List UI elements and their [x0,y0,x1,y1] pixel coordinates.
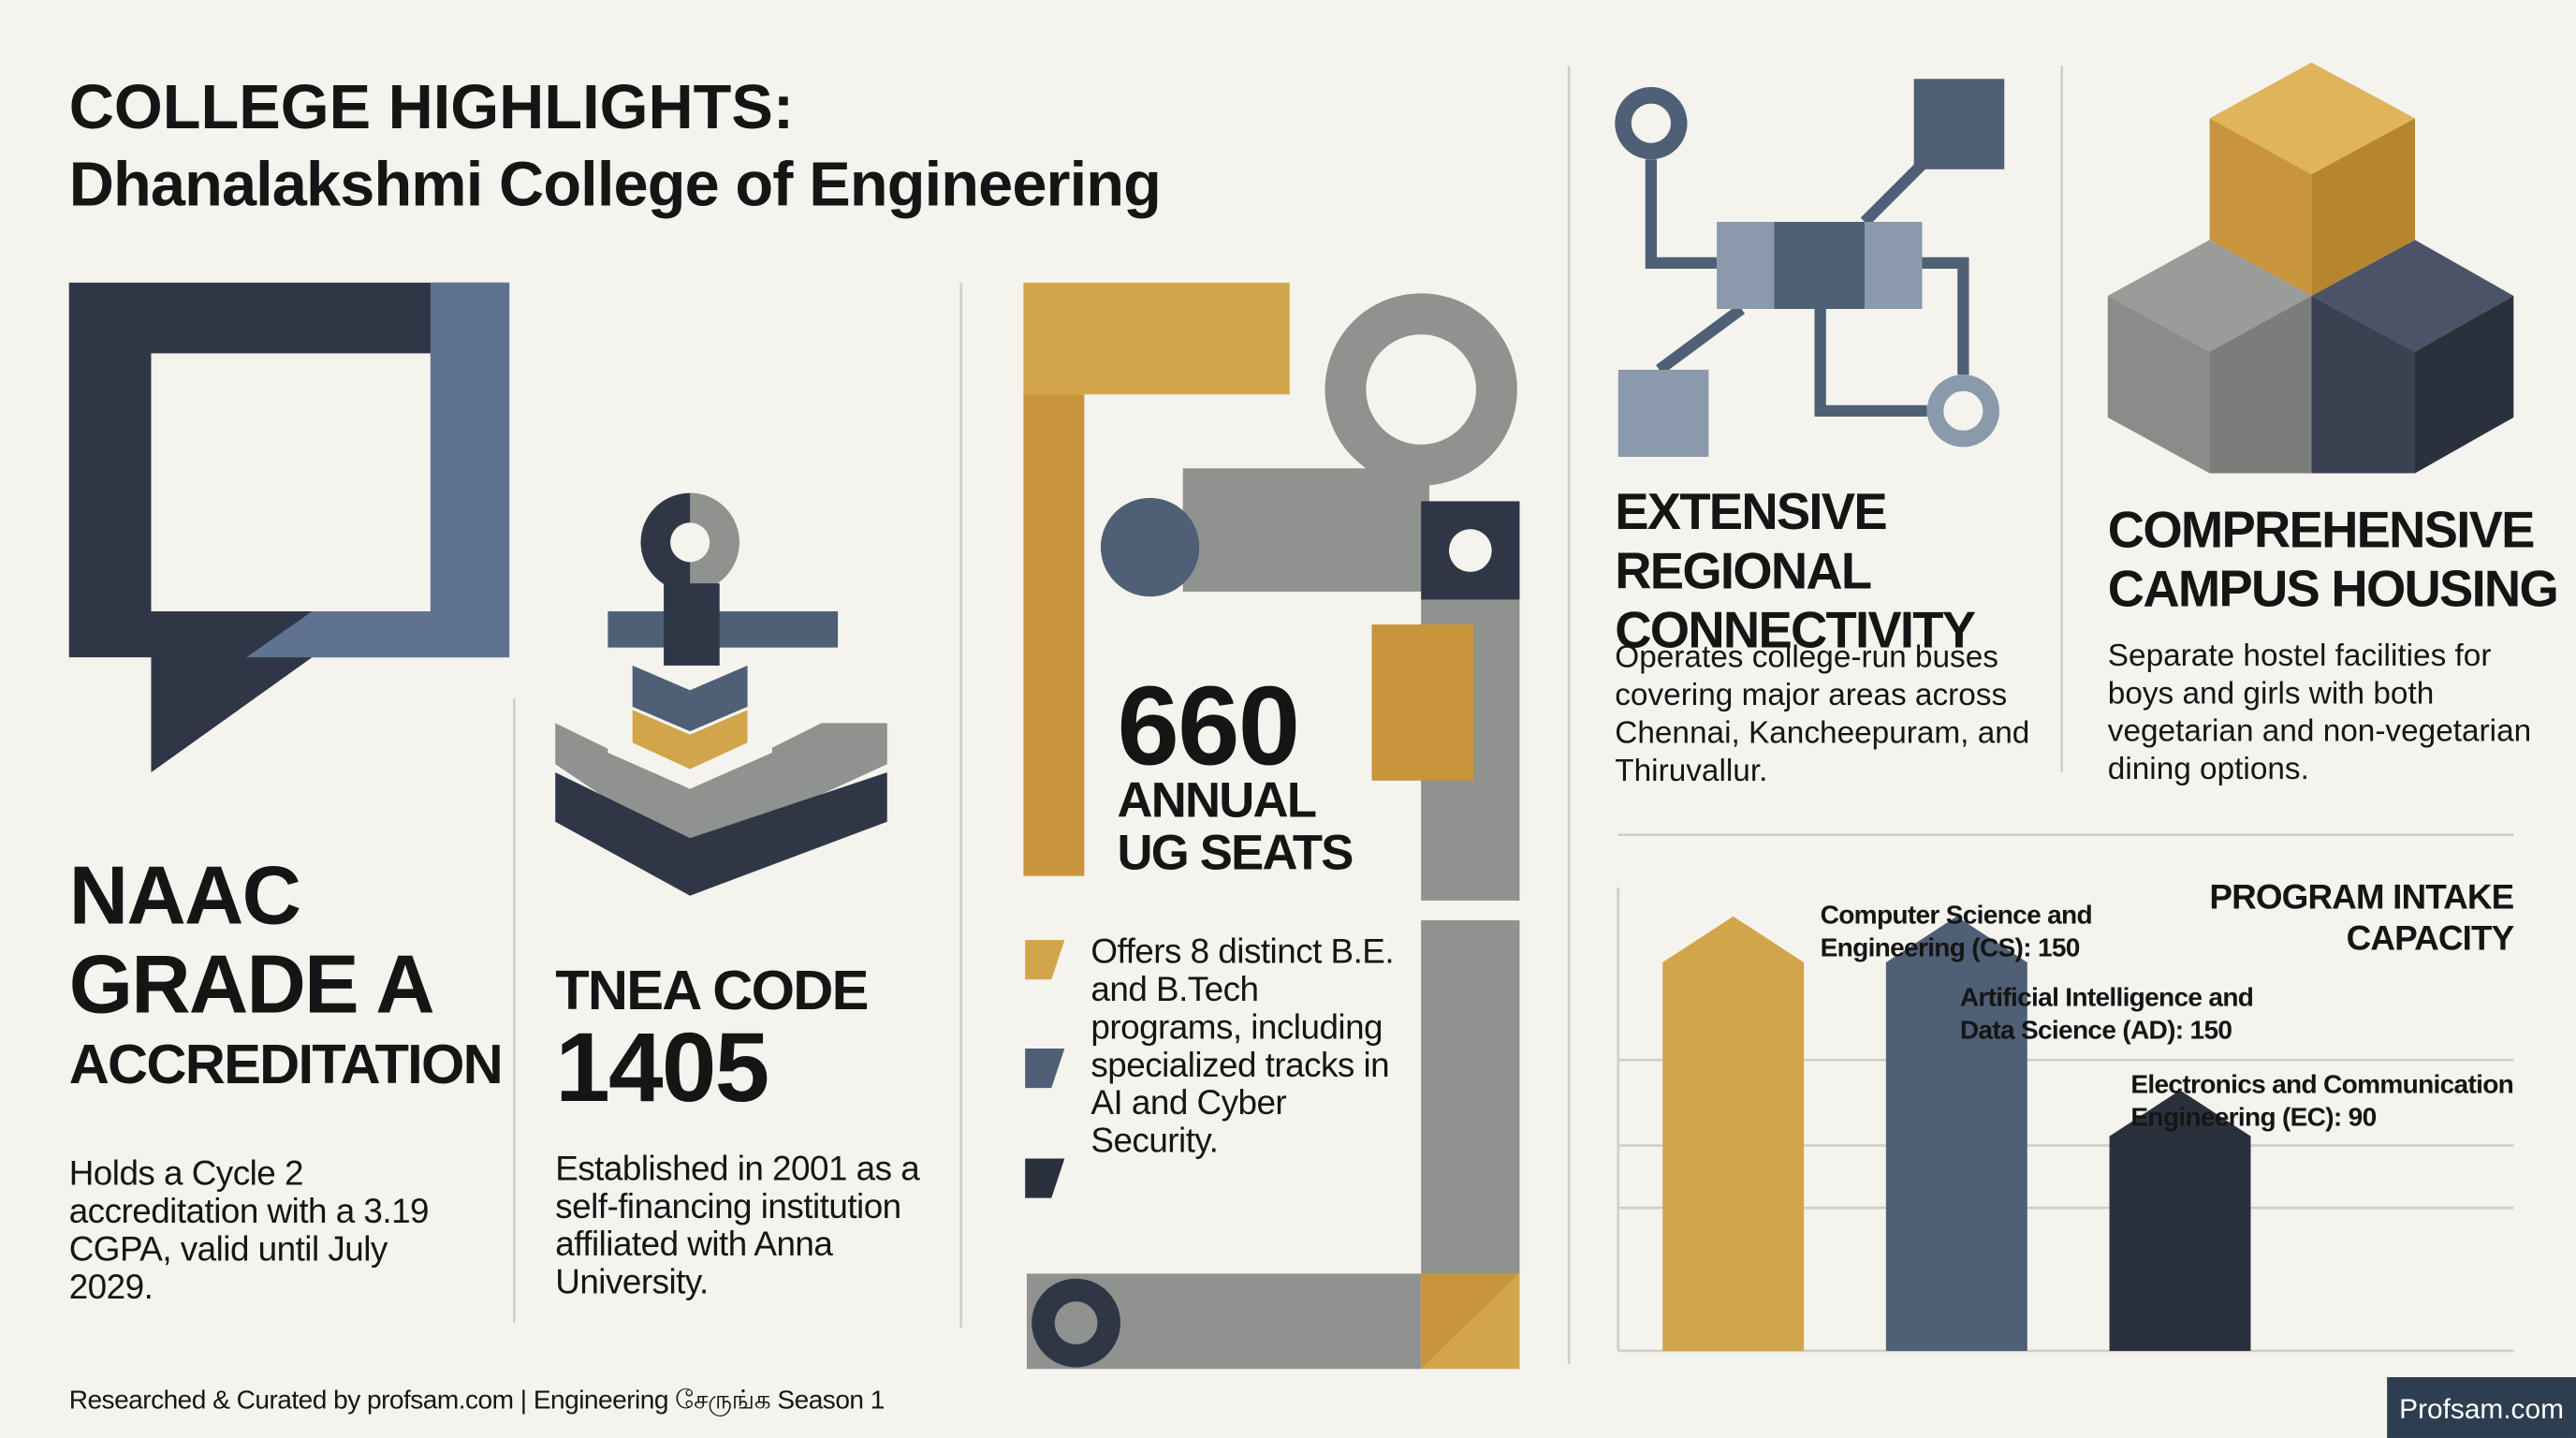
naac-heading-line: NAAC [68,849,301,942]
seats-value: 660 [1117,664,1300,789]
housing-title-line: COMPREHENSIVE [2107,501,2536,559]
tnea-text: Established in 2001 as a self-financing … [555,1150,920,1302]
bar-label: Computer Science and Engineering (CS): 1… [1820,902,2093,963]
naac-text: Holds a Cycle 2 accreditation with a 3.1… [68,1155,430,1307]
bar-label: Electronics and Communication Engineerin… [2130,1071,2514,1133]
naac-heading-line: GRADE A [68,938,435,1031]
connectivity-title-line: CONNECTIVITY [1615,601,1976,659]
bars [1662,916,2251,1351]
housing-title-line: CAMPUS HOUSING [2107,560,2559,619]
bar [1885,916,2027,1351]
chart-title: PROGRAM INTAKE CAPACITY [2209,879,2514,959]
connectivity-title-line: REGIONAL [1615,542,1872,600]
subtitle: Dhanalakshmi College of Engineering [68,151,1162,221]
bar [1662,916,1805,1351]
cubes-icon [2107,62,2514,474]
anchor-icon [555,492,887,896]
bar [2109,1090,2251,1351]
speech-bubble-icon [68,282,510,773]
seats-artwork [1023,282,1520,1370]
network-icon [1615,79,2005,458]
connectivity-title-line: EXTENSIVE [1615,483,1887,541]
tnea-heading: TNEA CODE [555,960,869,1022]
naac-heading: NAAC GRADE A [68,849,435,1031]
seats-label: ANNUAL UG SEATS [1117,773,1354,881]
title: COLLEGE HIGHLIGHTS: [68,73,795,143]
seats-text: Offers 8 distinct B.E. and B.Tech progra… [1090,933,1395,1161]
tnea-code: 1405 [555,1012,769,1123]
housing-title: COMPREHENSIVE CAMPUS HOUSING [2107,501,2559,619]
housing-text: Separate hostel facilities for boys and … [2107,638,2532,787]
naac-subheading: ACCREDITATION [68,1034,504,1096]
brand: Profsam.com [2399,1393,2564,1425]
brand-box [2387,1377,2576,1438]
seats-label-line: ANNUAL [1117,773,1317,829]
connectivity-title: EXTENSIVE REGIONAL CONNECTIVITY [1615,483,1976,661]
connectivity-text: Operates college-run buses covering majo… [1615,640,2030,789]
footer-credit: Researched & Curated by profsam.com | En… [68,1387,886,1416]
bar-label: Artificial Intelligence and Data Science… [1959,984,2254,1046]
seats-label-line: UG SEATS [1117,826,1354,881]
